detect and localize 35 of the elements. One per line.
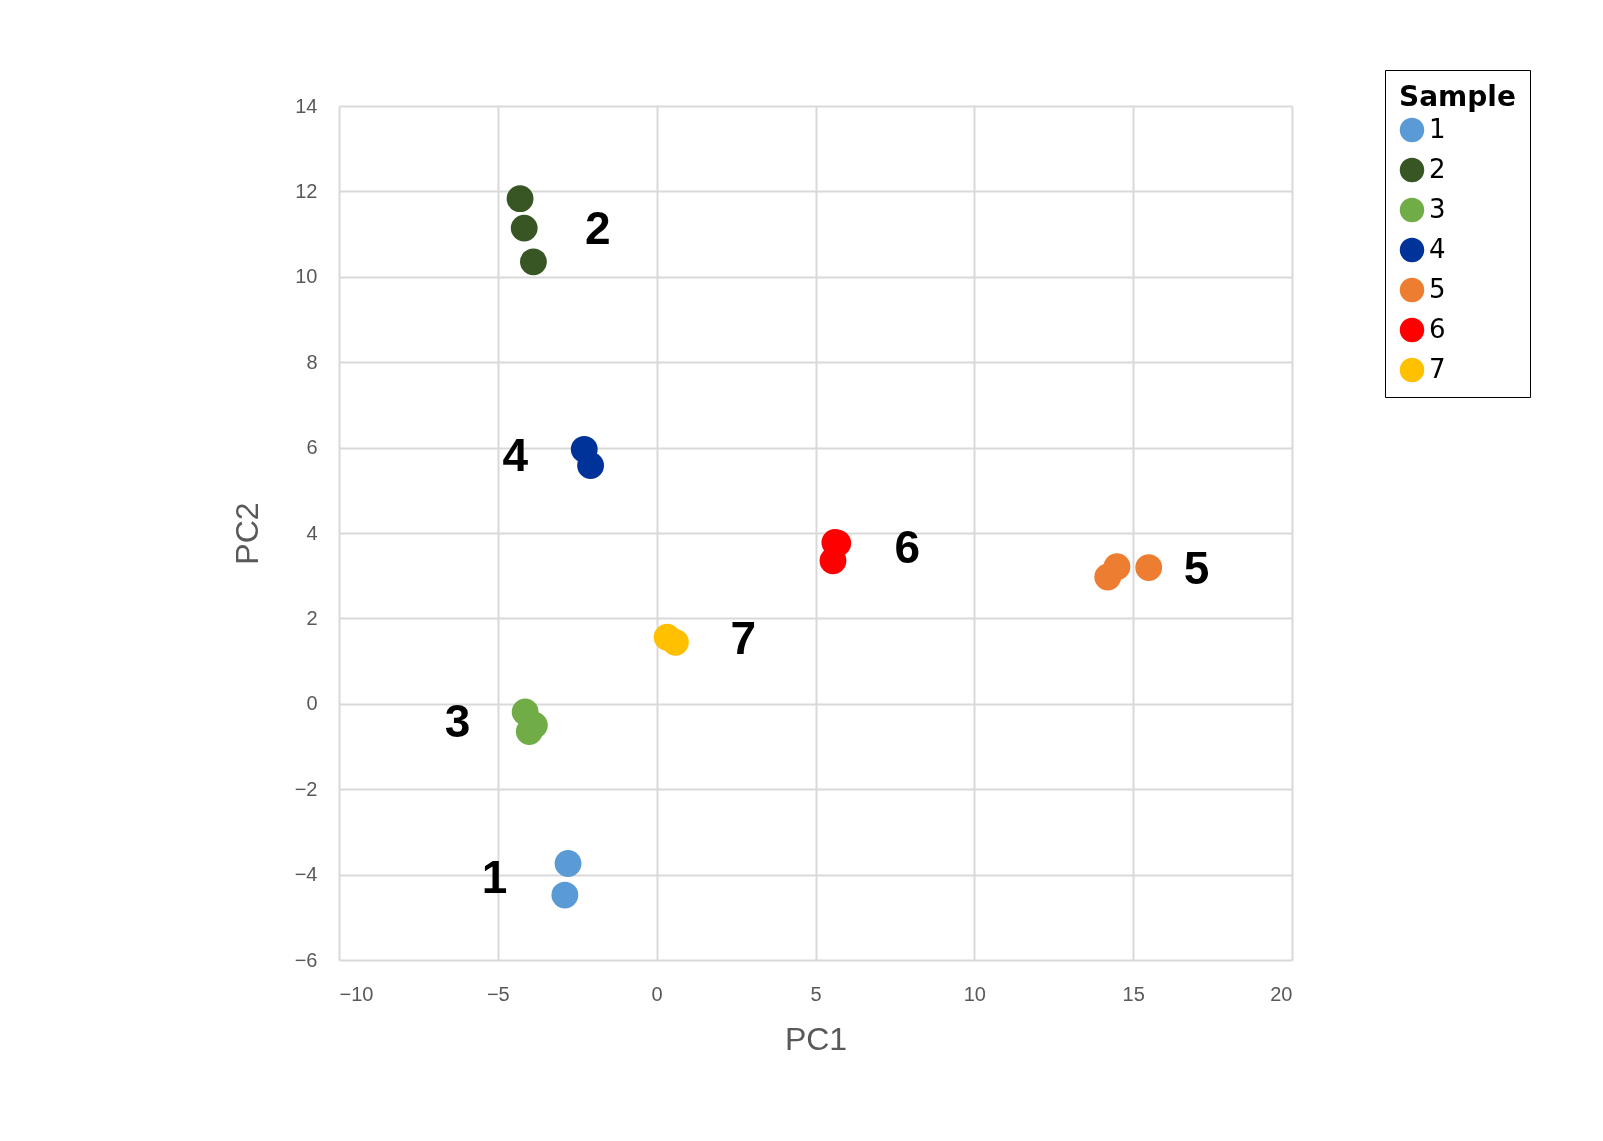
x-tick-label: 10 bbox=[963, 982, 986, 1005]
legend-label: 3 bbox=[1429, 194, 1446, 224]
legend-label: 7 bbox=[1429, 354, 1446, 384]
x-axis-title: PC1 bbox=[784, 1020, 848, 1057]
x-tick-label: 15 bbox=[1122, 982, 1145, 1005]
legend-label: 6 bbox=[1429, 314, 1446, 344]
y-tick-label: −4 bbox=[294, 863, 318, 886]
text: 3 bbox=[444, 694, 471, 747]
x-tick-label: 0 bbox=[651, 982, 663, 1005]
y-tick-label: −6 bbox=[294, 948, 318, 971]
text: 6 bbox=[894, 520, 920, 573]
text: 5 bbox=[1183, 542, 1210, 595]
y-tick-label: 6 bbox=[306, 436, 318, 459]
legend-label: 2 bbox=[1429, 154, 1446, 184]
text: 2 bbox=[585, 201, 611, 254]
x-tick-label: 5 bbox=[810, 982, 822, 1005]
x-tick-label: −10 bbox=[339, 982, 374, 1005]
y-tick-label: 2 bbox=[306, 606, 318, 629]
y-tick-label: 10 bbox=[295, 265, 318, 288]
text: 1 bbox=[481, 851, 508, 904]
x-tick-label: 20 bbox=[1270, 982, 1293, 1005]
text: 7 bbox=[730, 611, 757, 664]
y-axis-title: PC2 bbox=[228, 502, 265, 565]
y-tick-label: 4 bbox=[306, 521, 318, 544]
x-tick-label: −5 bbox=[486, 982, 510, 1005]
y-tick-label: 12 bbox=[295, 179, 318, 202]
text: 4 bbox=[502, 429, 529, 482]
y-tick-label: −2 bbox=[294, 777, 318, 800]
legend-title: Sample bbox=[1399, 80, 1516, 113]
legend-label: 5 bbox=[1429, 274, 1446, 304]
y-tick-label: 8 bbox=[306, 350, 318, 373]
legend-label: 4 bbox=[1429, 234, 1446, 264]
y-tick-label: 14 bbox=[295, 94, 318, 117]
y-tick-label: 0 bbox=[306, 692, 318, 715]
legend-label: 1 bbox=[1429, 114, 1446, 144]
